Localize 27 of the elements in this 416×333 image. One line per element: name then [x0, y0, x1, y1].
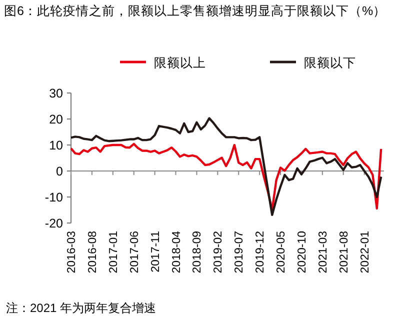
x-tick-label: 2018-04 [170, 230, 183, 274]
legend-label: 限额以上 [154, 56, 206, 70]
x-tick-label: 2019-02 [212, 231, 225, 274]
x-tick-label: 2019-07 [234, 231, 246, 274]
x-tick-label: 2019-12 [254, 231, 267, 274]
x-tick-label: 2017-11 [150, 231, 162, 272]
chart-title: 图6：此轮疫情之前，限额以上零售额增速明显高于限额以下（%） [4, 3, 386, 18]
line-series [70, 142, 382, 212]
x-tick-label: 2017-06 [128, 231, 141, 274]
legend-label: 限额以下 [304, 56, 356, 70]
x-tick-label: 2017-01 [108, 231, 120, 274]
text: 注：2021 年为两年复合增速 [6, 301, 156, 315]
y-tick-label: -20 [44, 216, 64, 230]
y-tick-label: 10 [49, 138, 64, 152]
y-tick-label: 30 [49, 86, 64, 100]
x-tick-label: 2020-10 [296, 231, 308, 274]
y-tick-label: 0 [56, 164, 64, 178]
x-tick-label: 2016-03 [66, 231, 78, 274]
x-tick-label: 2021-08 [338, 231, 350, 274]
x-tick-label: 2018-09 [192, 231, 204, 274]
y-tick-label: 20 [49, 112, 64, 126]
x-tick-label: 2016-08 [86, 231, 99, 274]
line-series [70, 117, 382, 216]
x-tick-label: 2020-05 [276, 231, 288, 274]
x-tick-label: 2021-03 [317, 231, 330, 274]
y-tick-label: -10 [44, 190, 64, 204]
x-tick-label: 2022-01 [359, 231, 372, 274]
